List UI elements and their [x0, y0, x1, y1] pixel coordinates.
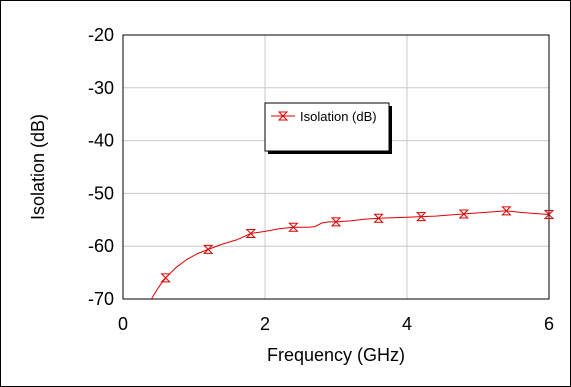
data-point: [288, 222, 299, 232]
data-point: [543, 210, 555, 220]
y-tick-label: -20: [88, 25, 114, 45]
data-point: [415, 212, 427, 222]
y-tick-label: -40: [88, 131, 114, 151]
x-tick-label: 0: [118, 314, 128, 334]
legend: Isolation (dB): [264, 102, 392, 154]
x-axis-title: Frequency (GHz): [267, 345, 405, 365]
data-point: [458, 209, 470, 219]
legend-box: [264, 102, 390, 152]
series-layer: [150, 206, 555, 300]
y-tick-label: -60: [88, 236, 114, 256]
tick-labels: 0 2 4 6 -20 -30 -40 -50 -60 -70: [88, 25, 554, 334]
y-tick-label: -50: [88, 183, 114, 203]
data-point: [202, 244, 214, 254]
data-point: [160, 273, 171, 283]
data-point: [330, 217, 342, 227]
legend-label: Isolation (dB): [300, 109, 377, 124]
y-tick-label: -30: [88, 78, 114, 98]
data-point: [373, 213, 384, 223]
x-tick-label: 6: [544, 314, 554, 334]
y-tick-label: -70: [88, 289, 114, 309]
series-line: [150, 210, 550, 300]
legend-marker: [277, 111, 289, 121]
x-tick-label: 4: [402, 314, 412, 334]
x-tick-label: 2: [260, 314, 270, 334]
plot-area: [122, 34, 550, 300]
y-axis-title: Isolation (dB): [28, 114, 48, 220]
data-point: [245, 229, 257, 239]
legend-marker-symbol: [277, 111, 289, 121]
data-point: [501, 206, 512, 216]
